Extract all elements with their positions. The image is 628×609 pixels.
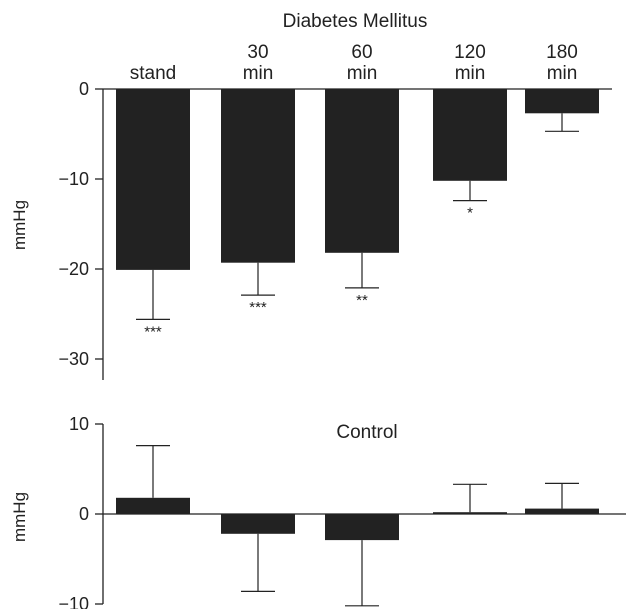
diabetes-panel: Diabetes Mellitus mmHg 0 −10 −20 −30 stand 30… xyxy=(10,11,612,380)
diabetes-y-tick-label: −10 xyxy=(58,169,89,189)
control-y-tick-label: −10 xyxy=(58,594,89,609)
control-y-axis-label: mmHg xyxy=(10,492,29,542)
diabetes-category-label: 120 min xyxy=(454,42,486,84)
diabetes-significance-marker: * xyxy=(467,205,473,222)
diabetes-category-label: 180 min xyxy=(546,42,578,84)
diabetes-significance-marker: ** xyxy=(356,292,368,309)
control-y-tick-label: 0 xyxy=(79,504,89,524)
diabetes-significance-marker: *** xyxy=(144,323,162,340)
diabetes-category-label: stand xyxy=(130,63,176,84)
control-title: Control xyxy=(336,422,397,443)
diabetes-axes: 0 −10 −20 −30 stand 30 min 60 min 120 min 180 min xyxy=(58,42,612,380)
diabetes-y-axis-label: mmHg xyxy=(10,200,29,250)
diabetes-y-tick-label: −20 xyxy=(58,259,89,279)
control-y-tick-label: 10 xyxy=(69,414,89,434)
diabetes-bar xyxy=(221,89,295,263)
diabetes-category-label: 60 min xyxy=(347,42,378,84)
diabetes-bars: ****** *** xyxy=(116,89,599,340)
control-panel: Control mmHg 10 0 −10 xyxy=(10,414,626,609)
control-bar xyxy=(221,514,295,534)
control-bar xyxy=(433,512,507,514)
diabetes-category-label: 30 min xyxy=(243,42,274,84)
diabetes-bar xyxy=(525,89,599,114)
control-bar xyxy=(525,508,599,514)
diabetes-bar xyxy=(325,89,399,253)
diabetes-significance-marker: *** xyxy=(249,299,267,316)
diabetes-title: Diabetes Mellitus xyxy=(283,11,428,32)
diabetes-bar xyxy=(116,89,190,270)
diabetes-bar xyxy=(433,89,507,181)
diabetes-y-tick-label: 0 xyxy=(79,79,89,99)
control-bar xyxy=(325,514,399,541)
control-bar xyxy=(116,497,190,514)
control-bars xyxy=(116,445,599,607)
diabetes-y-tick-label: −30 xyxy=(58,349,89,369)
